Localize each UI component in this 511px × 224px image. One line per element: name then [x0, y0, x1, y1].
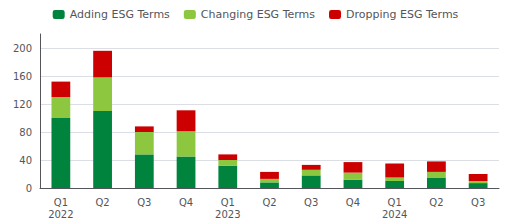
svg-text:80: 80	[19, 127, 32, 138]
svg-text:40: 40	[19, 155, 32, 166]
svg-text:0: 0	[26, 183, 32, 194]
svg-text:Changing ESG Terms: Changing ESG Terms	[201, 8, 315, 21]
svg-text:Adding ESG Terms: Adding ESG Terms	[70, 8, 170, 21]
svg-text:Q2: Q2	[262, 197, 276, 208]
svg-text:Q1: Q1	[221, 197, 235, 208]
svg-text:Q1: Q1	[388, 197, 402, 208]
svg-text:120: 120	[13, 99, 32, 110]
svg-text:200: 200	[13, 43, 32, 54]
svg-text:Q3: Q3	[304, 197, 318, 208]
svg-text:160: 160	[13, 71, 32, 82]
svg-text:Q4: Q4	[346, 197, 360, 208]
svg-text:Q2: Q2	[429, 197, 443, 208]
svg-text:Dropping ESG Terms: Dropping ESG Terms	[346, 8, 459, 21]
svg-text:2024: 2024	[382, 209, 407, 220]
svg-text:Q1: Q1	[54, 197, 68, 208]
svg-text:Q3: Q3	[137, 197, 151, 208]
svg-text:Q4: Q4	[179, 197, 193, 208]
svg-text:2023: 2023	[215, 209, 240, 220]
svg-text:2022: 2022	[48, 209, 73, 220]
svg-text:Q3: Q3	[471, 197, 485, 208]
svg-text:Q2: Q2	[95, 197, 109, 208]
